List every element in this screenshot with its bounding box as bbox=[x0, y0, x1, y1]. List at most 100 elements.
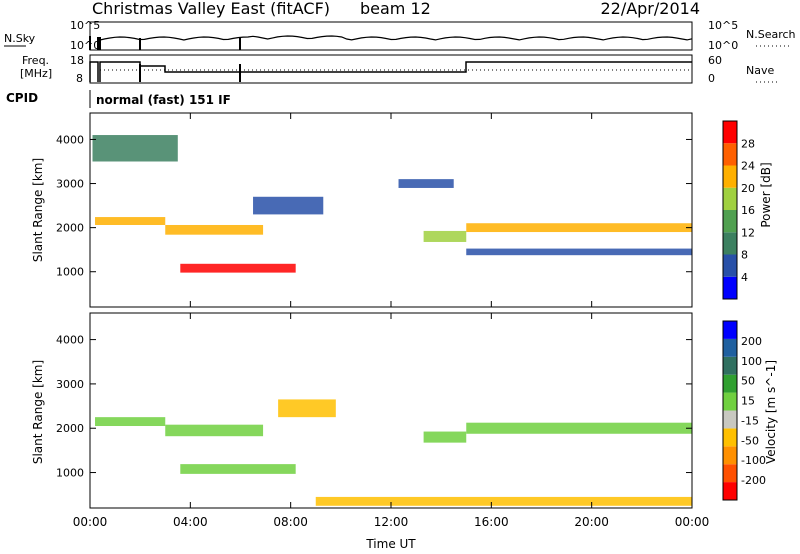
power-colorbar-tick-label: 8 bbox=[741, 249, 748, 262]
freq-left-tick-bottom: 8 bbox=[76, 72, 83, 85]
power-echo-region bbox=[466, 223, 692, 233]
time-x-tick-label: 00:00 bbox=[73, 515, 108, 529]
power-echo-region bbox=[466, 248, 692, 256]
nsky-right-tick-bottom: 10^0 bbox=[708, 39, 738, 52]
velocity-colorbar-tick-label: 50 bbox=[741, 375, 755, 388]
time-x-axis-label: Time UT bbox=[365, 537, 416, 551]
velocity-echo-cells bbox=[95, 399, 692, 506]
power-colorbar-label: Power [dB] bbox=[759, 162, 773, 227]
beam-label: beam 12 bbox=[360, 0, 431, 18]
power-colorbar-frame bbox=[722, 120, 738, 300]
power-colorbar-tick-label: 24 bbox=[741, 160, 755, 173]
power-echo-region bbox=[253, 196, 324, 215]
nsky-left-tick-bottom: 10^0 bbox=[70, 39, 100, 52]
nave-label: Nave bbox=[746, 64, 774, 77]
power-colorbar-tick-label: 20 bbox=[741, 182, 755, 195]
power-echo-cells bbox=[92, 135, 692, 273]
velocity-colorbar-segment bbox=[723, 356, 737, 375]
velocity-colorbar: -200 -100 -50 -15 15 50 100 200 bbox=[722, 320, 766, 501]
power-y-tick-label: 2000 bbox=[56, 222, 84, 235]
power-colorbar-segment bbox=[723, 121, 737, 144]
freq-series-line bbox=[89, 61, 692, 82]
freq-unit-label: [MHz] bbox=[20, 67, 52, 80]
freq-gap-marks bbox=[139, 64, 241, 82]
power-colorbar-segment bbox=[723, 210, 737, 233]
power-echo-region bbox=[180, 263, 296, 273]
time-x-tick-label: 08:00 bbox=[273, 515, 308, 529]
power-echo-region bbox=[95, 217, 166, 225]
velocity-y-axis-label: Slant Range [km] bbox=[31, 360, 45, 464]
velocity-colorbar-segment bbox=[723, 482, 737, 500]
velocity-y-ticks: 1000 2000 3000 4000 bbox=[56, 334, 692, 480]
nsky-left-tick-top: 10^5 bbox=[70, 19, 100, 32]
date-label: 22/Apr/2014 bbox=[600, 0, 700, 18]
velocity-colorbar-tick-label: -200 bbox=[741, 474, 766, 487]
velocity-echo-region bbox=[278, 399, 336, 418]
freq-right-tick-bottom: 0 bbox=[708, 72, 715, 85]
velocity-echo-region bbox=[165, 424, 264, 437]
power-colorbar-segment bbox=[723, 232, 737, 255]
velocity-y-tick-label: 3000 bbox=[56, 378, 84, 391]
power-panel: 1000 2000 3000 4000 Slant Range [km] 4 8 12 16… bbox=[31, 112, 773, 308]
velocity-echo-region bbox=[423, 431, 467, 443]
power-y-axis-label: Slant Range [km] bbox=[31, 158, 45, 262]
freq-label: Freq. bbox=[22, 54, 49, 67]
power-colorbar-segment bbox=[723, 187, 737, 210]
velocity-colorbar-tick-label: -15 bbox=[741, 414, 759, 427]
velocity-colorbar-tick-label: -50 bbox=[741, 434, 759, 447]
time-x-ticks: 00:00 04:00 08:00 12:00 16:00 20:00 00:00 bbox=[73, 113, 710, 529]
power-colorbar-tick-label: 4 bbox=[741, 271, 748, 284]
site-title: Christmas Valley East (fitACF) bbox=[92, 0, 330, 18]
velocity-colorbar-frame bbox=[722, 320, 738, 501]
velocity-colorbar-segment bbox=[723, 446, 737, 465]
velocity-colorbar-segment bbox=[723, 321, 737, 339]
velocity-y-tick-label: 2000 bbox=[56, 422, 84, 435]
velocity-colorbar-segment bbox=[723, 428, 737, 447]
time-x-tick-label: 12:00 bbox=[374, 515, 409, 529]
cpid-label: CPID bbox=[6, 91, 38, 105]
velocity-colorbar-segment bbox=[723, 410, 737, 429]
power-y-ticks: 1000 2000 3000 4000 bbox=[56, 133, 692, 279]
velocity-echo-region bbox=[180, 464, 296, 474]
velocity-colorbar-segment bbox=[723, 464, 737, 483]
power-echo-region bbox=[92, 135, 178, 162]
power-colorbar: 4 8 12 16 20 24 28 bbox=[722, 120, 755, 300]
nsearch-label: N.Search bbox=[746, 28, 796, 41]
velocity-colorbar-tick-label: -100 bbox=[741, 454, 766, 467]
power-colorbar-segment bbox=[723, 276, 737, 299]
time-x-tick-label: 04:00 bbox=[173, 515, 208, 529]
freq-panel: Freq. [MHz] 18 8 60 0 Nave bbox=[20, 54, 780, 85]
power-colorbar-segment bbox=[723, 143, 737, 166]
velocity-colorbar-tick-label: 15 bbox=[741, 395, 755, 408]
time-x-tick-label: 20:00 bbox=[574, 515, 609, 529]
time-x-tick-label: 16:00 bbox=[474, 515, 509, 529]
velocity-y-tick-label: 1000 bbox=[56, 467, 84, 480]
velocity-echo-region bbox=[466, 422, 692, 434]
velocity-colorbar-segment bbox=[723, 392, 737, 411]
velocity-colorbar-segment bbox=[723, 338, 737, 357]
velocity-colorbar-label: Velocity [m s^-1] bbox=[764, 360, 778, 464]
velocity-y-tick-label: 4000 bbox=[56, 334, 84, 347]
power-echo-region bbox=[398, 179, 454, 188]
power-frame bbox=[89, 112, 693, 308]
nsky-right-tick-top: 10^5 bbox=[708, 19, 738, 32]
power-colorbar-tick-label: 16 bbox=[741, 204, 755, 217]
nsky-frame bbox=[89, 21, 693, 51]
nsky-series-line bbox=[99, 35, 693, 41]
nsky-panel: N.Sky 10^5 10^0 10^5 10^0 N.Search bbox=[4, 19, 796, 52]
power-y-tick-label: 1000 bbox=[56, 266, 84, 279]
time-x-tick-label: 00:00 bbox=[675, 515, 710, 529]
power-colorbar-tick-label: 28 bbox=[741, 137, 755, 150]
power-y-tick-label: 4000 bbox=[56, 133, 84, 146]
freq-right-tick-top: 60 bbox=[708, 54, 722, 67]
velocity-frame bbox=[89, 312, 693, 509]
velocity-colorbar-tick-label: 100 bbox=[741, 355, 762, 368]
freq-frame bbox=[89, 54, 693, 84]
cpid-mode-text: normal (fast) 151 IF bbox=[96, 93, 231, 107]
velocity-panel: 1000 2000 3000 4000 Slant Range [km] -200 -1… bbox=[31, 312, 778, 509]
velocity-colorbar-tick-label: 200 bbox=[741, 335, 762, 348]
power-echo-region bbox=[165, 224, 264, 235]
nsky-gap-marks bbox=[89, 36, 241, 50]
freq-left-tick-top: 18 bbox=[70, 54, 84, 67]
